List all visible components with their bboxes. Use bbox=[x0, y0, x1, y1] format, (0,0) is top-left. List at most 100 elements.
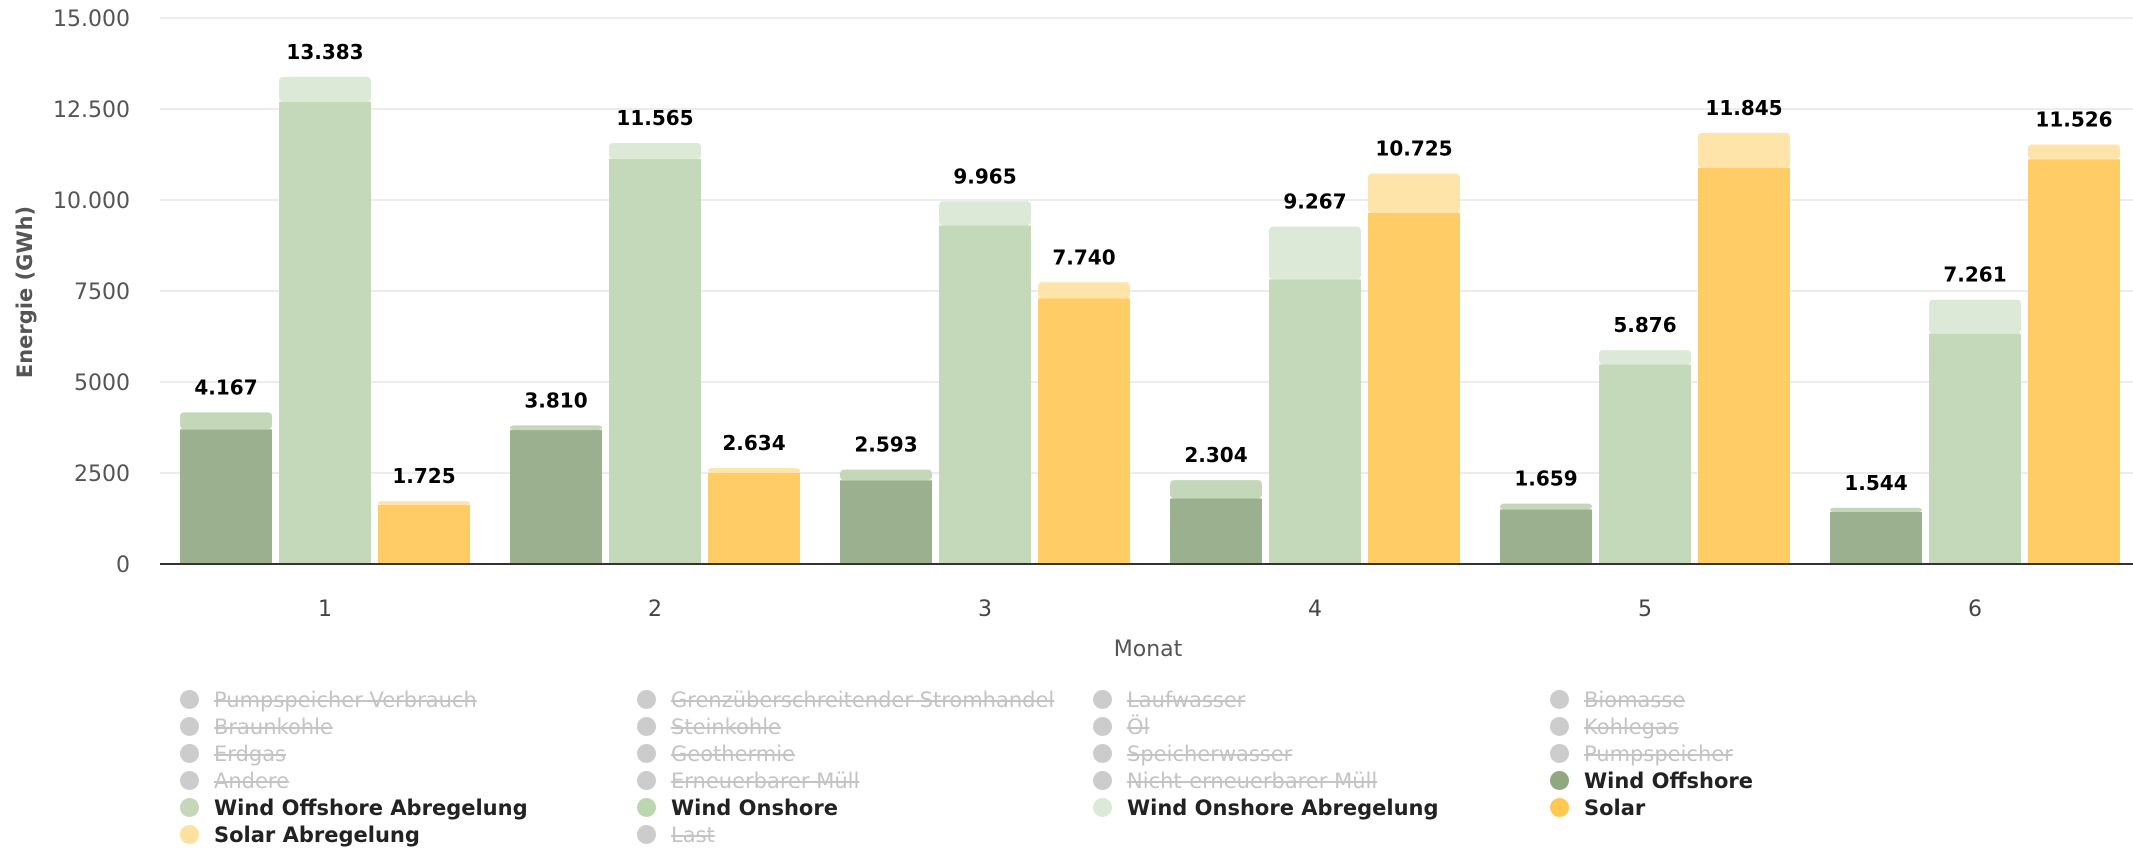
bar-wind-onshore-abregelung bbox=[609, 143, 701, 159]
bar-solar-abregelung bbox=[708, 468, 800, 473]
bar-wind-offshore-abregelung bbox=[180, 412, 272, 430]
legend-marker bbox=[1093, 717, 1112, 736]
y-tick-label: 15.000 bbox=[53, 7, 130, 32]
bar-solar bbox=[708, 473, 800, 564]
legend-item-geothermie[interactable]: Geothermie bbox=[637, 740, 795, 767]
legend-item-wind-offshore[interactable]: Wind Offshore bbox=[1550, 767, 1753, 794]
legend-label: Erdgas bbox=[214, 741, 287, 766]
data-labels: 4.167 13.383 1.725 3.810 11.565 2.634 2.593 9.9… bbox=[194, 40, 2112, 495]
legend-marker bbox=[180, 798, 199, 817]
bar-total-label: 9.965 bbox=[953, 164, 1016, 188]
legend-label: Speicherwasser bbox=[1127, 741, 1293, 766]
bar-solar-abregelung bbox=[1368, 173, 1460, 213]
y-tick-label: 7500 bbox=[74, 280, 130, 305]
x-tick-label: 4 bbox=[1308, 597, 1322, 622]
x-tick-label: 1 bbox=[318, 597, 332, 622]
x-tick-label: 5 bbox=[1638, 597, 1652, 622]
bar-wind-offshore-abregelung bbox=[1830, 507, 1922, 512]
legend-label: Wind Offshore bbox=[1584, 768, 1753, 793]
bar-wind-onshore bbox=[1929, 333, 2021, 564]
bar-total-label: 2.634 bbox=[722, 431, 785, 455]
bar-wind-offshore bbox=[1830, 511, 1922, 564]
legend-label: Braunkohle bbox=[214, 714, 333, 739]
legend-marker bbox=[1093, 744, 1112, 763]
x-axis-title: Monat bbox=[1114, 637, 1183, 660]
legend-marker bbox=[1093, 690, 1112, 709]
bar-total-label: 10.725 bbox=[1375, 137, 1452, 161]
bar-wind-onshore bbox=[279, 101, 371, 564]
legend-marker bbox=[637, 825, 656, 844]
legend-marker bbox=[637, 690, 656, 709]
y-tick-label: 12.500 bbox=[53, 98, 130, 123]
bar-solar bbox=[1368, 212, 1460, 565]
legend-item-solar[interactable]: Solar bbox=[1550, 794, 1645, 821]
bar-total-label: 11.845 bbox=[1705, 96, 1782, 120]
legend-item-grenzüberschreitender-stromhandel[interactable]: Grenzüberschreitender Stromhandel bbox=[637, 686, 1054, 713]
y-axis-title: Energie (GWh) bbox=[13, 206, 37, 378]
legend-item-pumpspeicher[interactable]: Pumpspeicher bbox=[1550, 740, 1733, 767]
legend-item-öl[interactable]: Öl bbox=[1093, 713, 1149, 740]
legend-item-wind-onshore-abregelung[interactable]: Wind Onshore Abregelung bbox=[1093, 794, 1439, 821]
bar-total-label: 3.810 bbox=[524, 388, 587, 412]
legend-marker bbox=[637, 744, 656, 763]
legend-item-pumpspeicher-verbrauch[interactable]: Pumpspeicher Verbrauch bbox=[180, 686, 477, 713]
legend-label: Steinkohle bbox=[671, 714, 781, 739]
bar-wind-onshore-abregelung bbox=[1599, 350, 1691, 365]
legend-label: Last bbox=[671, 822, 715, 847]
bar-wind-offshore bbox=[1500, 509, 1592, 564]
bar-wind-offshore bbox=[1170, 498, 1262, 564]
legend-item-erneuerbarer-müll[interactable]: Erneuerbarer Müll bbox=[637, 767, 859, 794]
x-tick-label: 3 bbox=[978, 597, 992, 622]
legend-item-speicherwasser[interactable]: Speicherwasser bbox=[1093, 740, 1292, 767]
legend-label: Solar Abregelung bbox=[214, 822, 420, 847]
bar-total-label: 2.304 bbox=[1184, 443, 1247, 467]
legend-marker bbox=[1093, 771, 1112, 790]
bar-wind-onshore bbox=[939, 225, 1031, 565]
y-tick-label: 2500 bbox=[74, 462, 130, 487]
legend-item-steinkohle[interactable]: Steinkohle bbox=[637, 713, 781, 740]
bar-total-label: 1.659 bbox=[1514, 467, 1577, 491]
legend-label: Pumpspeicher bbox=[1584, 741, 1733, 766]
bar-wind-offshore-abregelung bbox=[1170, 480, 1262, 499]
legend-item-braunkohle[interactable]: Braunkohle bbox=[180, 713, 333, 740]
legend-item-solar-abregelung[interactable]: Solar Abregelung bbox=[180, 821, 420, 848]
legend-marker bbox=[1550, 717, 1569, 736]
legend-item-laufwasser[interactable]: Laufwasser bbox=[1093, 686, 1245, 713]
legend-marker bbox=[180, 690, 199, 709]
x-axis-ticks: 1 2 3 4 5 6 bbox=[318, 597, 1982, 622]
bar-total-label: 4.167 bbox=[194, 375, 257, 399]
legend-label: Biomasse bbox=[1584, 687, 1686, 712]
legend-marker bbox=[637, 717, 656, 736]
legend-label: Geothermie bbox=[671, 741, 795, 766]
y-tick-label: 0 bbox=[116, 553, 130, 578]
legend-item-erdgas[interactable]: Erdgas bbox=[180, 740, 286, 767]
legend-item-andere[interactable]: Andere bbox=[180, 767, 289, 794]
bar-solar-abregelung bbox=[378, 501, 470, 506]
y-tick-label: 5000 bbox=[74, 371, 130, 396]
legend-label: Wind Offshore Abregelung bbox=[214, 795, 528, 820]
bar-solar bbox=[378, 505, 470, 564]
legend-marker bbox=[637, 798, 656, 817]
legend-item-wind-offshore-abregelung[interactable]: Wind Offshore Abregelung bbox=[180, 794, 528, 821]
bar-wind-onshore bbox=[1269, 279, 1361, 564]
x-tick-label: 2 bbox=[648, 597, 662, 622]
legend-marker bbox=[1550, 744, 1569, 763]
y-axis-ticks: 0 2500 5000 7500 10.000 12.500 15.000 bbox=[53, 7, 130, 578]
bar-solar bbox=[1038, 298, 1130, 564]
bar-wind-offshore-abregelung bbox=[840, 469, 932, 481]
legend-label: Öl bbox=[1127, 714, 1150, 739]
legend-marker bbox=[180, 744, 199, 763]
legend-item-kohlegas[interactable]: Kohlegas bbox=[1550, 713, 1679, 740]
legend-marker bbox=[180, 717, 199, 736]
bar-total-label: 7.261 bbox=[1943, 263, 2006, 287]
bar-total-label: 7.740 bbox=[1052, 245, 1115, 269]
legend-marker bbox=[1550, 690, 1569, 709]
bar-wind-onshore bbox=[609, 158, 701, 565]
legend-item-last[interactable]: Last bbox=[637, 821, 715, 848]
legend-label: Laufwasser bbox=[1127, 687, 1246, 712]
bar-wind-onshore bbox=[1599, 364, 1691, 564]
legend-item-biomasse[interactable]: Biomasse bbox=[1550, 686, 1685, 713]
legend-item-wind-onshore[interactable]: Wind Onshore bbox=[637, 794, 838, 821]
legend-item-nicht-erneuerbarer-müll[interactable]: Nicht-erneuerbarer Müll bbox=[1093, 767, 1377, 794]
legend-label: Solar bbox=[1584, 795, 1646, 820]
